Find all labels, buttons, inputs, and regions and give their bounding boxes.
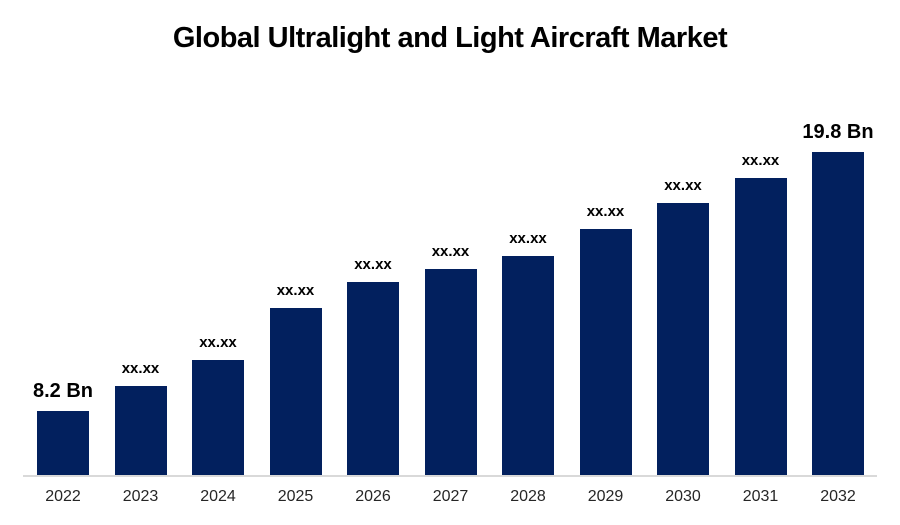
bar-col-2029: xx.xx [566, 203, 646, 475]
bar-2027 [424, 269, 477, 475]
bar-2029 [579, 229, 632, 475]
bar-value-label-2024: xx.xx [199, 334, 237, 351]
x-axis-line [23, 475, 877, 477]
bar-value-label-2028: xx.xx [509, 230, 547, 247]
bar-col-2030: xx.xx [643, 177, 723, 475]
chart-title: Global Ultralight and Light Aircraft Mar… [172, 22, 728, 54]
bar-col-2025: xx.xx [256, 282, 336, 475]
bar-value-label-2022: 8.2 Bn [32, 380, 94, 402]
bar-2031 [734, 178, 787, 475]
bar-2032 [812, 152, 864, 475]
bar-2026 [347, 282, 399, 475]
x-tick-2029: 2029 [587, 488, 624, 505]
x-tick-2027: 2027 [432, 488, 469, 505]
x-tick-2023: 2023 [122, 488, 159, 505]
bar-2024 [192, 360, 244, 475]
x-tick-2026: 2026 [355, 488, 391, 505]
x-tick-2025: 2025 [277, 488, 314, 505]
x-tick-2031: 2031 [742, 488, 779, 505]
bar-value-label-2025: xx.xx [276, 282, 315, 299]
bar-value-label-2023: xx.xx [121, 360, 160, 377]
x-tick-2032: 2032 [820, 488, 856, 505]
bar-2028 [502, 256, 554, 475]
bar-col-2031: xx.xx [721, 152, 801, 475]
bar-value-label-2030: xx.xx [664, 177, 702, 194]
bar-col-2028: xx.xx [488, 230, 568, 475]
bar-2025 [269, 308, 322, 475]
bar-2022 [37, 411, 89, 475]
x-tick-2024: 2024 [200, 488, 236, 505]
x-tick-2028: 2028 [510, 488, 546, 505]
bar-col-2024: xx.xx [178, 334, 258, 475]
x-tick-2030: 2030 [665, 488, 701, 505]
bar-value-label-2031: xx.xx [741, 152, 780, 169]
bar-2030 [657, 203, 709, 475]
bar-value-label-2027: xx.xx [431, 243, 470, 260]
x-tick-2022: 2022 [45, 488, 81, 505]
bar-2023 [114, 386, 167, 475]
bar-value-label-2029: xx.xx [586, 203, 625, 220]
bar-col-2026: xx.xx [333, 256, 413, 475]
bar-value-label-2032: 19.8 Bn [802, 121, 874, 143]
bar-col-2032: 19.8 Bn [798, 121, 878, 475]
bar-col-2027: xx.xx [411, 243, 491, 475]
bar-col-2022: 8.2 Bn [23, 380, 103, 475]
bar-col-2023: xx.xx [101, 360, 181, 475]
bar-value-label-2026: xx.xx [354, 256, 392, 273]
